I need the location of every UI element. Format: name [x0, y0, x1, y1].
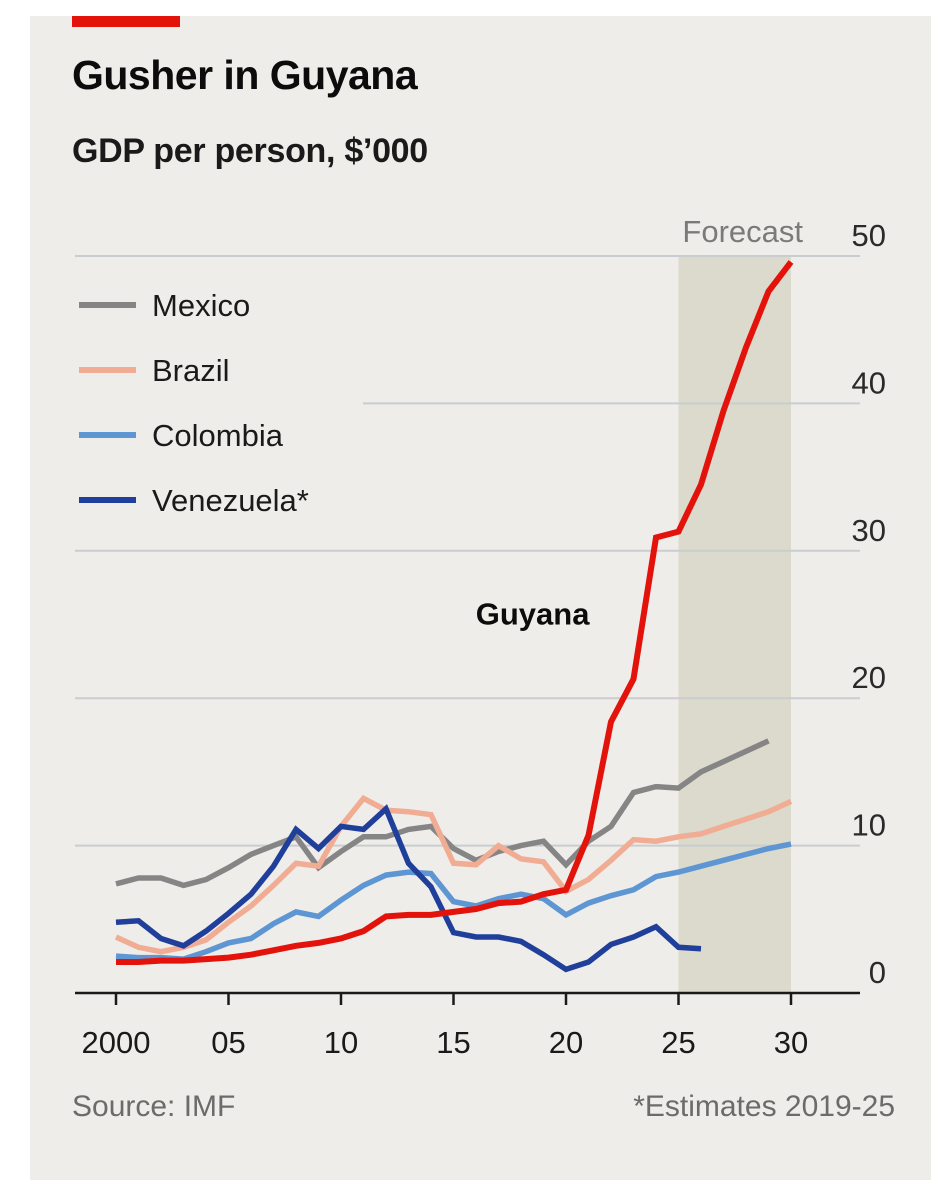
forecast-band: [678, 256, 791, 993]
forecast-label: Forecast: [682, 214, 803, 249]
x-tick-label: 2000: [82, 1025, 151, 1060]
gridlines: 0 10 20 30 40 50: [75, 218, 886, 990]
series-line-guyana: [116, 260, 794, 965]
legend-label: Colombia: [152, 418, 284, 453]
series-line-venezuela: [115, 804, 702, 973]
legend-label: Mexico: [152, 288, 250, 323]
estimates-footnote: *Estimates 2019-25: [633, 1090, 895, 1123]
y-tick-label: 50: [852, 218, 886, 253]
y-tick-label: 20: [852, 660, 886, 695]
y-tick-label: 10: [852, 808, 886, 843]
chart-title: Gusher in Guyana: [72, 52, 418, 98]
series-lines: [114, 260, 794, 973]
brand-accent-bar: [72, 16, 180, 27]
guyana-annotation: Guyana: [476, 597, 590, 632]
series-line-mexico: [115, 738, 770, 889]
x-tick-label: 25: [661, 1025, 695, 1060]
x-tick-label: 30: [774, 1025, 808, 1060]
legend-label: Venezuela*: [152, 483, 309, 518]
y-tick-label: 30: [852, 513, 886, 548]
x-tick-label: 15: [436, 1025, 470, 1060]
legend-label: Brazil: [152, 353, 230, 388]
y-tick-label: 0: [869, 955, 886, 990]
x-tick-label: 05: [211, 1025, 245, 1060]
series-line-colombia: [115, 841, 792, 962]
x-tick-label: 20: [549, 1025, 583, 1060]
y-tick-label: 40: [852, 365, 886, 400]
axes: 2000 05 10 15 20 25 30: [75, 991, 860, 1060]
chart-subtitle: GDP per person, $’000: [72, 132, 428, 170]
x-tick-label: 10: [324, 1025, 358, 1060]
source-note: Source: IMF: [72, 1090, 236, 1123]
legend: Mexico Brazil Colombia Venezuela*: [79, 288, 309, 518]
series-line-brazil: [114, 794, 793, 955]
